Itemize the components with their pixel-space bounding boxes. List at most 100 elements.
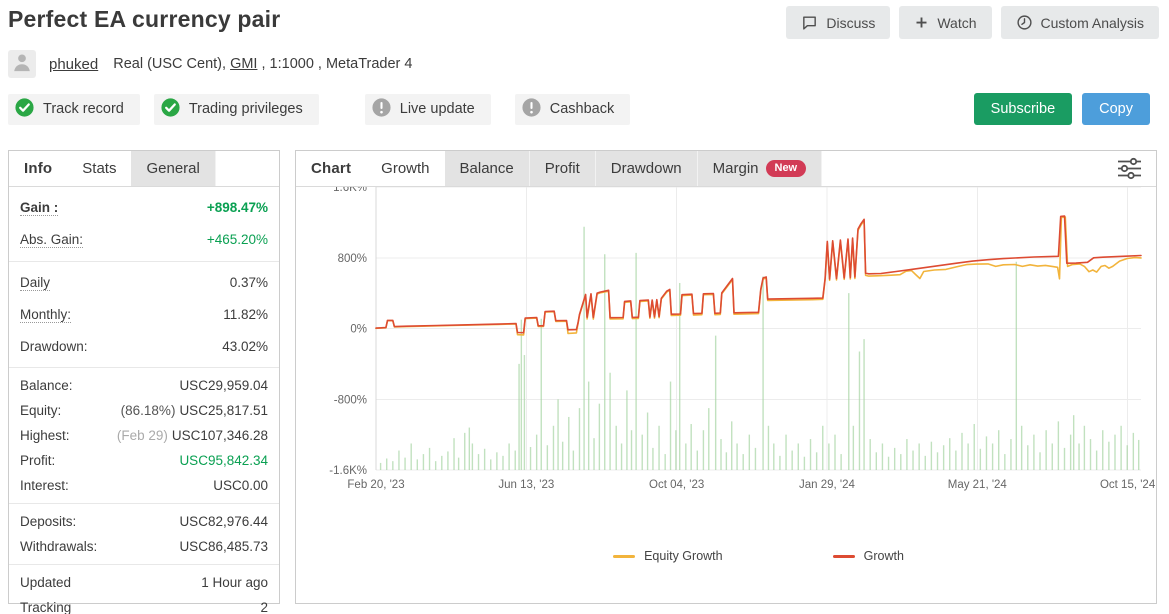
plus-icon: [914, 15, 929, 30]
info-tab-info[interactable]: Info: [9, 151, 68, 186]
filter-sliders-icon: [1116, 157, 1143, 183]
discuss-icon: [801, 14, 818, 31]
stats-section: Balance: USC29,959.04 Equity: (86.18%) USC25…: [9, 367, 279, 503]
cta-buttons: Subscribe Copy: [973, 93, 1150, 125]
legend-label: Equity Growth: [644, 549, 723, 563]
stat-value-drawdown: 43.02%: [222, 339, 268, 354]
stat-value-withdrawals: USC86,485.73: [179, 539, 268, 554]
stat-value-monthly: 11.82%: [223, 307, 268, 322]
top-bar: Perfect EA currency pair Discuss Watch Cus…: [8, 6, 1159, 39]
discuss-button[interactable]: Discuss: [786, 6, 891, 39]
chart-tab-growth[interactable]: Growth: [366, 151, 445, 186]
stat-prefix-equity: (86.18%): [120, 403, 176, 418]
badge-label: Trading privileges: [188, 101, 303, 117]
chart-tab-chart[interactable]: Chart: [296, 151, 367, 186]
y-axis-tick: -1.6K%: [329, 465, 367, 477]
stat-row-drawdown: Drawdown: 43.02%: [9, 331, 279, 362]
x-axis-tick: Oct 15, '24: [1100, 479, 1156, 491]
badge-live-update[interactable]: Live update: [364, 93, 491, 125]
chart-tab-margin[interactable]: Margin New: [697, 151, 823, 186]
chart-tab-drawdown[interactable]: Drawdown: [595, 151, 698, 186]
stats-section: Gain : +898.47% Abs. Gain: +465.20%: [9, 187, 279, 261]
stat-row-withdrawals: Withdrawals: USC86,485.73: [9, 534, 279, 559]
discuss-button-label: Discuss: [826, 14, 876, 31]
info-tab-general[interactable]: General: [131, 151, 216, 186]
stat-row-tracking: Tracking 2: [9, 595, 279, 614]
info-tab-stats[interactable]: Stats: [67, 151, 132, 186]
x-axis-tick: Jan 29, '24: [799, 479, 856, 491]
user-avatar-icon: [8, 50, 36, 78]
stat-value-abs-gain: +465.20%: [206, 232, 268, 247]
stat-label-highest: Highest:: [20, 428, 70, 443]
stat-label-monthly[interactable]: Monthly:: [20, 307, 72, 323]
stat-row-interest: Interest: USC0.00: [9, 473, 279, 498]
legend-item-growth[interactable]: Growth: [832, 549, 904, 563]
badge-trading-privileges[interactable]: Trading privileges: [153, 93, 319, 125]
subscribe-button[interactable]: Subscribe: [973, 93, 1073, 125]
watch-button-label: Watch: [937, 14, 977, 31]
user-avatar-icon: [11, 51, 33, 78]
chart-tab-profit[interactable]: Profit: [529, 151, 596, 186]
stat-value-updated: 1 Hour ago: [201, 575, 268, 590]
legend-swatch: [832, 554, 855, 558]
y-axis-tick: -800%: [334, 394, 367, 406]
stat-value-equity: (86.18%) USC25,817.51: [120, 403, 268, 418]
stat-row-highest: Highest: (Feb 29) USC107,346.28: [9, 423, 279, 448]
chart-panel: Chart Growth Balance Profit Drawdown Margin Ne…: [295, 150, 1157, 604]
stat-value-highest: (Feb 29) USC107,346.28: [116, 428, 268, 443]
legend-swatch: [613, 554, 636, 558]
chart-tab-label: Balance: [459, 159, 514, 177]
username-link[interactable]: phuked: [49, 55, 99, 73]
chart-tab-balance[interactable]: Balance: [444, 151, 530, 186]
top-actions: Discuss Watch Custom Analysis: [786, 6, 1159, 39]
equity-growth-line: [375, 216, 1142, 336]
badge-label: Cashback: [549, 101, 615, 117]
x-axis-tick: Oct 04, '23: [649, 479, 704, 491]
badge-cashback[interactable]: Cashback: [514, 93, 631, 125]
stat-label-daily[interactable]: Daily: [20, 275, 51, 291]
stat-label-drawdown: Drawdown:: [20, 339, 88, 354]
stat-value-profit: USC95,842.34: [179, 453, 268, 468]
legend-item-equity-growth[interactable]: Equity Growth: [613, 549, 723, 563]
stat-row-deposits: Deposits: USC82,976.44: [9, 509, 279, 534]
stats-section: Deposits: USC82,976.44 Withdrawals: USC86,4…: [9, 503, 279, 564]
badge-track-record[interactable]: Track record: [8, 93, 140, 125]
stat-label-abs-gain[interactable]: Abs. Gain:: [20, 232, 84, 248]
stat-row-gain: Gain : +898.47%: [9, 192, 279, 224]
filter-sliders-icon[interactable]: [1115, 157, 1143, 181]
activity-bars: [379, 226, 1140, 470]
new-badge: New: [765, 160, 807, 177]
stat-label-tracking: Tracking: [20, 600, 72, 614]
chart-panel-tabs: Chart Growth Balance Profit Drawdown Margin Ne…: [296, 151, 1156, 187]
account-row: phuked Real (USC Cent), GMI , 1:1000 , M…: [8, 50, 412, 78]
stat-row-daily: Daily 0.37%: [9, 267, 279, 299]
chart-tab-label: Profit: [544, 159, 580, 177]
stat-label-gain[interactable]: Gain :: [20, 200, 59, 216]
stat-label-deposits: Deposits:: [20, 514, 77, 529]
watch-button[interactable]: Watch: [899, 6, 992, 39]
verification-badges: Track record Trading privileges Live updat…: [8, 93, 631, 125]
broker-link[interactable]: GMI: [230, 56, 258, 72]
check-circle-icon: [161, 97, 180, 121]
x-axis-tick: Feb 20, '23: [347, 479, 404, 491]
stat-label-balance: Balance:: [20, 378, 73, 393]
alert-circle-icon: [372, 97, 391, 121]
info-tab-label: General: [146, 159, 200, 177]
growth-chart[interactable]: 1.6K% 800% 0% -800% -1.6K% Feb 20, '23 Jun 13,…: [296, 187, 1158, 543]
chart-tab-label: Chart: [311, 159, 352, 177]
stats-list: Gain : +898.47% Abs. Gain: +465.20% Daily 0.3…: [9, 187, 279, 614]
info-tab-label: Info: [24, 159, 53, 177]
y-axis-tick: 1.6K%: [333, 187, 367, 194]
account-meta: Real (USC Cent), GMI , 1:1000 , MetaTrad…: [113, 56, 412, 72]
account-type-text: Real (USC Cent),: [113, 56, 231, 72]
y-axis-tick: 0%: [350, 324, 367, 336]
stat-label-interest: Interest:: [20, 478, 69, 493]
y-axis-tick: 800%: [338, 253, 367, 265]
copy-button[interactable]: Copy: [1082, 93, 1150, 125]
stat-row-balance: Balance: USC29,959.04: [9, 373, 279, 398]
custom-analysis-button[interactable]: Custom Analysis: [1000, 6, 1159, 39]
x-axis-tick: May 21, '24: [948, 479, 1008, 491]
account-platform-text: , 1:1000 , MetaTrader 4: [257, 56, 413, 72]
chart-tab-label: Drawdown: [610, 159, 682, 177]
